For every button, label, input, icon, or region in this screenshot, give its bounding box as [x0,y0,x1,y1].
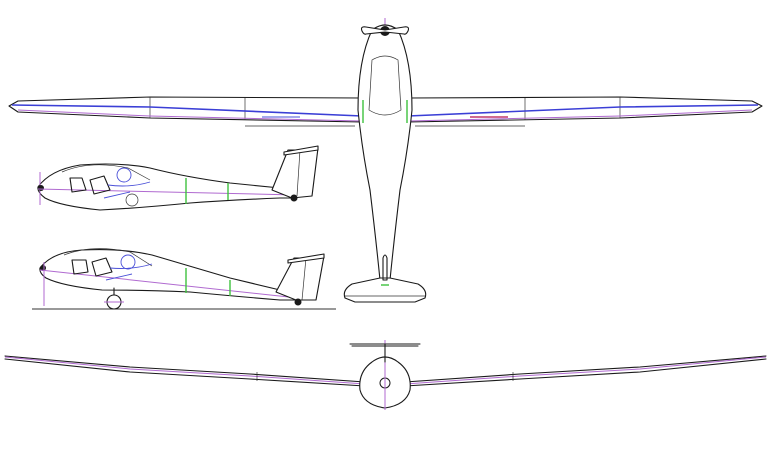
side-view-upper-seats [69,175,111,195]
side-view-lower-vertical-tail [275,255,325,301]
side-view-upper-spinner [38,185,44,191]
top-view-canopy [368,55,402,116]
side-view-upper-tail-wheel [290,194,298,202]
top-view-fin [382,254,388,281]
side-view-upper-stabilizer [283,145,319,156]
side-view-lower-canopy [63,248,153,267]
front-view-left-wing [4,355,366,387]
side-view-upper-controls [103,181,151,199]
side-view-lower-seats [71,257,113,277]
side-view-lower-instrument-circle [120,254,136,270]
front-view-right-wing [404,355,767,387]
side-view-upper-centerline [37,188,297,196]
side-view-lower-centerline [39,269,299,299]
side-view-lower [32,248,336,310]
top-view-horizontal-tail [343,277,427,303]
top-view-fuselage [357,24,413,281]
top-view-left-wing [8,96,363,123]
side-view-lower-controls [105,263,153,281]
front-view [4,340,767,410]
side-view-upper-vertical-tail [271,147,319,199]
front-view-wing-centerline [4,356,767,385]
side-view-upper-instrument-circle [116,167,132,183]
top-view-propeller [360,26,410,35]
top-view-wing-trailing-accent [17,109,753,122]
side-view-upper-fuselage [37,163,293,211]
side-view-lower-rudder-hinge [301,257,307,301]
side-view-lower-fuselage [39,249,297,301]
side-view-upper-canopy [61,164,151,181]
side-view-lower-stabilizer [287,253,325,264]
top-view-right-wing [407,96,763,123]
side-view-upper-rudder-hinge [296,149,301,197]
side-view-upper [37,145,319,211]
top-view [8,18,763,303]
side-view-upper-wheel [125,193,139,207]
side-view-lower-tail-wheel [294,298,302,306]
